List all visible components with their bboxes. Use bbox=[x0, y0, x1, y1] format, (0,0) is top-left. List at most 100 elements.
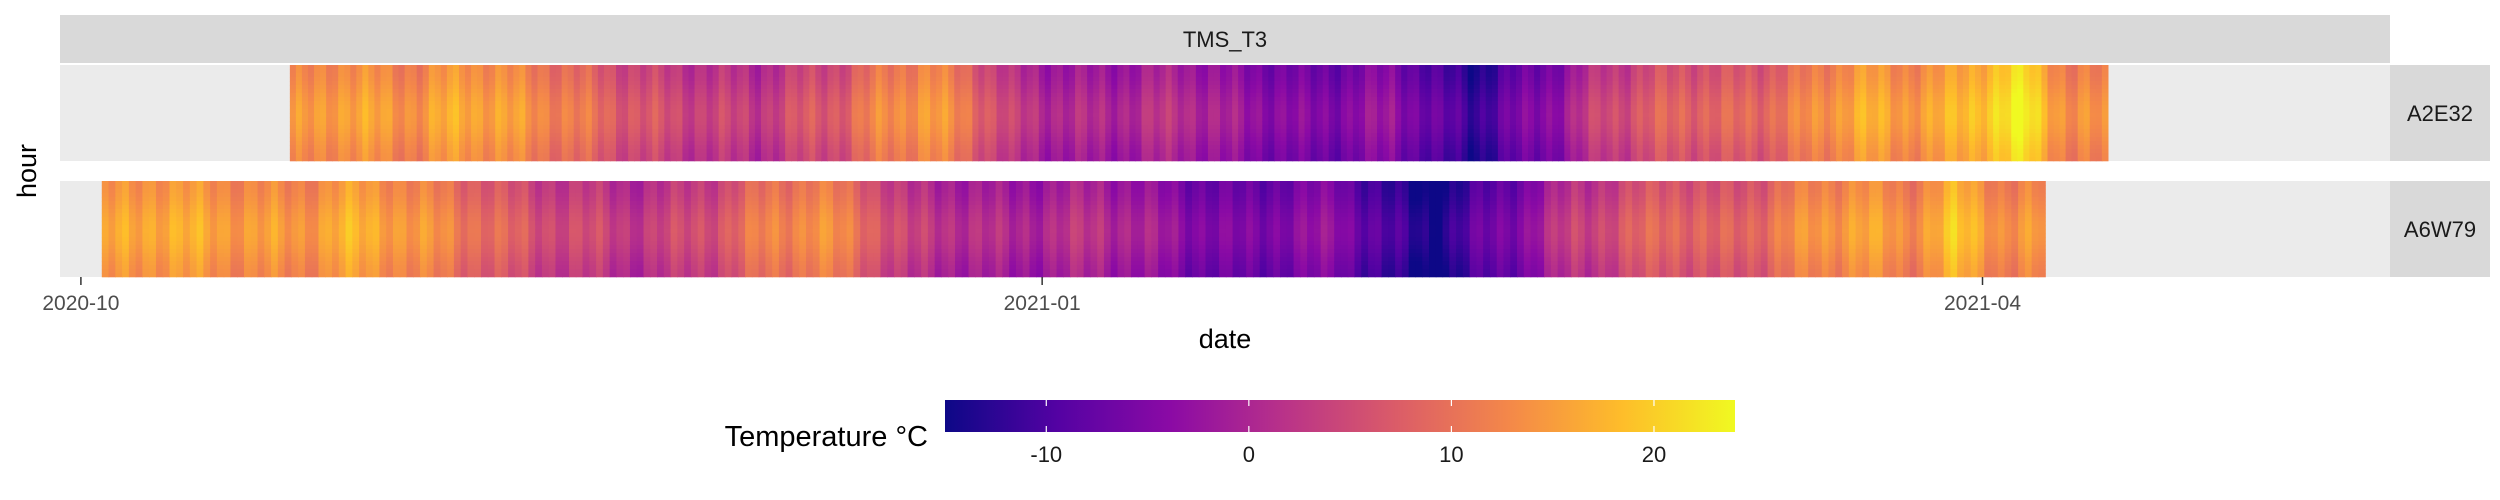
heatmap-cell bbox=[1220, 141, 1227, 146]
heatmap-cell bbox=[616, 97, 623, 102]
heatmap-cell bbox=[851, 73, 859, 78]
heatmap-cell bbox=[791, 125, 798, 130]
heatmap-cell bbox=[1117, 113, 1124, 118]
heatmap-cell bbox=[483, 109, 490, 114]
heatmap-cell bbox=[652, 89, 659, 94]
heatmap-cell bbox=[1540, 117, 1547, 122]
heatmap-cell bbox=[1195, 89, 1203, 94]
heatmap-cell bbox=[1274, 113, 1282, 118]
heatmap-cell bbox=[344, 101, 351, 106]
heatmap-cell bbox=[1401, 101, 1408, 106]
heatmap-cell bbox=[585, 129, 593, 134]
heatmap-cell bbox=[1020, 69, 1028, 74]
heatmap-cell bbox=[1431, 157, 1439, 162]
heatmap-cell bbox=[295, 157, 303, 162]
heatmap-cell bbox=[477, 93, 484, 98]
heatmap-cell bbox=[754, 129, 762, 134]
heatmap-cell bbox=[531, 77, 539, 82]
heatmap-cell bbox=[930, 85, 937, 90]
heatmap-cell bbox=[579, 77, 587, 82]
heatmap-cell bbox=[899, 125, 907, 130]
heatmap-cell bbox=[839, 137, 847, 142]
heatmap-cell bbox=[1461, 125, 1469, 130]
heatmap-cell bbox=[416, 93, 424, 98]
heatmap-cell bbox=[326, 109, 333, 114]
heatmap-cell bbox=[809, 81, 816, 86]
heatmap-cell bbox=[1213, 141, 1221, 146]
heatmap-cell bbox=[676, 69, 684, 74]
heatmap-cell bbox=[1352, 85, 1360, 90]
heatmap-cell bbox=[1485, 121, 1493, 126]
heatmap-cell bbox=[797, 153, 804, 158]
heatmap-cell bbox=[513, 153, 520, 158]
heatmap-cell bbox=[911, 105, 919, 110]
heatmap-cell bbox=[1286, 97, 1294, 102]
heatmap-cell bbox=[845, 93, 853, 98]
heatmap-cell bbox=[1413, 65, 1420, 70]
heatmap-cell bbox=[1298, 69, 1306, 74]
heatmap-cell bbox=[603, 125, 611, 130]
heatmap-cell bbox=[845, 109, 853, 114]
heatmap-cell bbox=[809, 65, 816, 70]
heatmap-cell bbox=[1310, 77, 1318, 82]
heatmap-cell bbox=[507, 85, 514, 90]
heatmap-cell bbox=[1002, 65, 1010, 70]
heatmap-cell bbox=[1449, 69, 1457, 74]
heatmap-cell bbox=[893, 81, 901, 86]
heatmap-cell bbox=[380, 117, 388, 122]
heatmap-cell bbox=[1419, 129, 1426, 134]
heatmap-cell bbox=[603, 121, 611, 126]
heatmap-cell bbox=[1081, 93, 1088, 98]
heatmap-cell bbox=[1485, 157, 1493, 162]
heatmap-cell bbox=[803, 101, 810, 106]
heatmap-cell bbox=[1286, 77, 1294, 82]
heatmap-cell bbox=[628, 105, 635, 110]
heatmap-cell bbox=[966, 97, 973, 102]
heatmap-cell bbox=[1189, 117, 1197, 122]
heatmap-cell bbox=[718, 73, 726, 78]
heatmap-cell bbox=[1171, 133, 1179, 138]
heatmap-cell bbox=[458, 137, 466, 142]
heatmap-cell bbox=[368, 145, 376, 150]
heatmap-cell bbox=[1358, 125, 1366, 130]
heatmap-cell bbox=[332, 129, 339, 134]
heatmap-cell bbox=[712, 77, 720, 82]
heatmap-cell bbox=[1413, 145, 1420, 150]
heatmap-cell bbox=[555, 157, 563, 162]
heatmap-cell bbox=[591, 133, 599, 138]
heatmap-cell bbox=[1389, 89, 1396, 94]
heatmap-cell bbox=[1340, 81, 1348, 86]
heatmap-cell bbox=[833, 65, 841, 70]
heatmap-cell bbox=[374, 141, 382, 146]
heatmap-cell bbox=[1310, 105, 1318, 110]
heatmap-cell bbox=[350, 133, 357, 138]
heatmap-cell bbox=[1274, 153, 1282, 158]
heatmap-cell bbox=[289, 89, 297, 94]
heatmap-cell bbox=[1497, 153, 1505, 158]
heatmap-cell bbox=[362, 145, 369, 150]
heatmap-cell bbox=[561, 117, 569, 122]
heatmap-cell bbox=[301, 93, 309, 98]
heatmap-cell bbox=[465, 157, 472, 162]
heatmap-cell bbox=[1389, 153, 1396, 158]
heatmap-cell bbox=[410, 113, 418, 118]
heatmap-cell bbox=[1292, 85, 1300, 90]
heatmap-cell bbox=[1528, 117, 1535, 122]
heatmap-cell bbox=[1226, 93, 1233, 98]
heatmap-cell bbox=[1195, 113, 1203, 118]
heatmap-cell bbox=[1431, 129, 1439, 134]
heatmap-cell bbox=[549, 133, 557, 138]
heatmap-cell bbox=[1008, 77, 1016, 82]
heatmap-cell bbox=[1377, 105, 1384, 110]
heatmap-cell bbox=[344, 105, 351, 110]
heatmap-cell bbox=[791, 121, 798, 126]
heatmap-cell bbox=[422, 89, 430, 94]
heatmap-cell bbox=[1220, 73, 1227, 78]
heatmap-cell bbox=[682, 69, 690, 74]
heatmap-cell bbox=[996, 113, 1004, 118]
heatmap-cell bbox=[1340, 97, 1348, 102]
heatmap-cell bbox=[1316, 141, 1324, 146]
heatmap-cell bbox=[1431, 101, 1439, 106]
heatmap-cell bbox=[1528, 133, 1535, 138]
heatmap-cell bbox=[1087, 69, 1094, 74]
